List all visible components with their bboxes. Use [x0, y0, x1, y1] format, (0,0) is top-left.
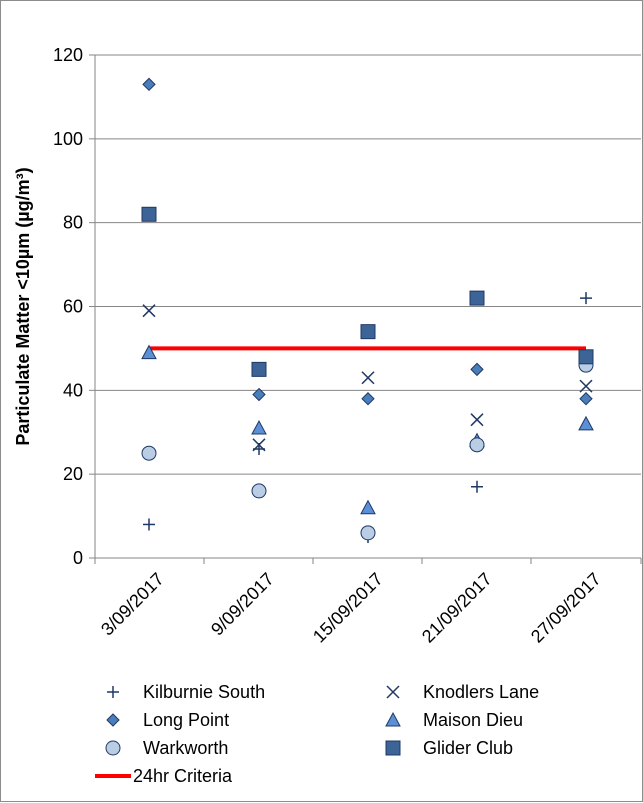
legend-label-24hr-criteria: 24hr Criteria	[133, 766, 233, 786]
point-knodlers-lane	[252, 438, 266, 452]
point-kilburnie-south	[143, 518, 155, 531]
point-knodlers-lane	[361, 371, 375, 385]
y-tick-label: 40	[63, 380, 83, 400]
legend-label-long-point: Long Point	[143, 710, 229, 730]
x-tick-label: 27/09/2017	[527, 569, 605, 647]
point-warkworth	[141, 445, 157, 461]
x-tick-label: 15/09/2017	[309, 569, 387, 647]
point-glider-club	[141, 206, 157, 222]
x-tick-label: 21/09/2017	[418, 569, 496, 647]
point-long-point	[579, 392, 593, 406]
y-tick-label: 20	[63, 464, 83, 484]
point-glider-club	[360, 324, 376, 340]
legend-marker-knodlers-lane	[386, 685, 400, 699]
point-glider-club	[251, 361, 267, 377]
point-knodlers-lane	[142, 304, 156, 318]
legend-label-kilburnie-south: Kilburnie South	[143, 682, 265, 702]
y-tick-label: 100	[53, 129, 83, 149]
y-tick-label: 80	[63, 213, 83, 233]
x-tick-label: 9/09/2017	[207, 569, 278, 640]
y-tick-label: 120	[53, 45, 83, 65]
legend-marker-glider-club	[385, 740, 401, 756]
point-kilburnie-south	[580, 292, 592, 305]
point-maison-dieu	[360, 499, 376, 515]
point-kilburnie-south	[471, 480, 483, 493]
point-maison-dieu	[578, 415, 594, 431]
point-warkworth	[360, 525, 376, 541]
legend-label-maison-dieu: Maison Dieu	[423, 710, 523, 730]
y-tick-label: 0	[73, 548, 83, 568]
legend-marker-maison-dieu	[385, 711, 401, 727]
point-maison-dieu	[251, 420, 267, 435]
point-long-point	[252, 387, 266, 402]
legend-label-warkworth: Warkworth	[143, 738, 228, 758]
legend-label-knodlers-lane: Knodlers Lane	[423, 682, 539, 702]
point-maison-dieu	[141, 344, 157, 360]
legend-marker-long-point	[106, 713, 120, 727]
legend-label-glider-club: Glider Club	[423, 738, 513, 758]
point-warkworth	[251, 483, 267, 499]
point-glider-club	[469, 290, 485, 306]
point-knodlers-lane	[579, 379, 593, 393]
y-axis-label: Particulate Matter <10µm (µg/m³)	[13, 167, 33, 445]
point-long-point	[142, 77, 156, 92]
legend-marker-warkworth	[105, 740, 121, 756]
point-glider-club	[578, 349, 594, 365]
point-long-point	[470, 362, 484, 377]
y-tick-label: 60	[63, 297, 83, 317]
point-long-point	[361, 392, 375, 406]
legend-marker-kilburnie-south	[107, 686, 119, 698]
point-knodlers-lane	[470, 413, 484, 427]
point-warkworth	[469, 437, 485, 453]
x-tick-label: 3/09/2017	[97, 569, 168, 640]
